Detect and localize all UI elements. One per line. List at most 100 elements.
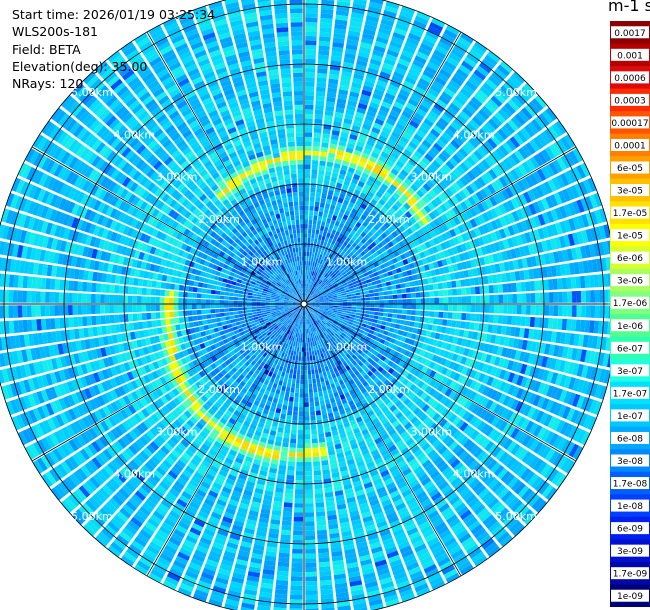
ray-cell (441, 64, 454, 75)
ray-cell (309, 401, 315, 407)
ray-cell (317, 178, 324, 185)
ray-cell (352, 120, 362, 128)
ray-cell (314, 252, 318, 258)
ray-cell (469, 153, 480, 164)
ray-cell (558, 291, 563, 303)
ray-cell (381, 167, 390, 175)
ray-cell (305, 603, 319, 609)
ray-cell (395, 160, 405, 169)
ray-cell (326, 269, 332, 274)
ray-cell (344, 230, 350, 237)
ray-cell (284, 497, 293, 503)
ray-cell (316, 187, 322, 194)
ray-cell (313, 288, 318, 293)
ray-cell (342, 304, 348, 307)
ray-cell (476, 65, 489, 77)
ray-cell (514, 166, 524, 179)
ray-cell (346, 216, 353, 223)
ray-cell (428, 284, 434, 291)
ray-cell (379, 300, 384, 304)
ray-cell (298, 415, 304, 421)
ray-cell (385, 53, 398, 62)
ray-cell (367, 244, 374, 251)
ray-cell (285, 488, 294, 494)
ray-cell (356, 107, 367, 115)
ray-cell (446, 281, 452, 289)
ray-cell (330, 254, 335, 260)
ray-cell (330, 55, 342, 62)
ray-cell (330, 271, 335, 277)
ray-cell (305, 580, 318, 586)
ray-cell (438, 135, 449, 145)
ray-cell (415, 304, 421, 310)
ray-cell (314, 109, 324, 115)
ray-cell (470, 295, 476, 304)
ray-cell (321, 216, 327, 223)
ray-cell (370, 227, 377, 235)
ray-cell (318, 234, 322, 240)
ray-cell (335, 182, 343, 189)
ray-cell (525, 142, 536, 155)
ray-cell (292, 410, 298, 416)
ray-cell (409, 216, 417, 225)
ray-cell (446, 83, 458, 94)
ray-cell (318, 263, 322, 269)
ray-cell (369, 0, 384, 5)
ray-cell (326, 275, 332, 280)
ray-cell (421, 195, 430, 204)
ray-cell (507, 119, 519, 132)
ray-cell (304, 452, 312, 458)
ray-cell (484, 171, 494, 183)
ray-cell (365, 206, 373, 213)
ray-cell (432, 124, 444, 135)
ray-cell (351, 208, 358, 215)
ray-cell (343, 252, 349, 258)
ray-cell (333, 163, 341, 169)
ray-cell (365, 114, 375, 122)
ray-cell (402, 165, 412, 174)
ray-cell (406, 235, 413, 243)
ray-cell (313, 465, 321, 471)
ray-cell (324, 115, 333, 121)
ray-cell (300, 337, 303, 343)
ray-cell (413, 133, 424, 143)
ray-cell (309, 351, 312, 357)
ray-cell (322, 212, 328, 218)
ray-cell (360, 238, 367, 244)
ray-cell (369, 293, 375, 297)
ray-cell (547, 126, 559, 140)
ray-cell (351, 219, 358, 226)
ray-cell (321, 385, 327, 392)
ray-cell (590, 305, 596, 318)
ray-cell (335, 258, 340, 264)
ray-cell (350, 229, 357, 236)
ray-cell (338, 302, 343, 304)
ray-cell (308, 284, 312, 290)
ray-cell (360, 127, 370, 135)
ray-cell (425, 92, 437, 102)
ray-cell (374, 163, 383, 171)
ray-cell (323, 250, 327, 256)
ray-cell (309, 210, 314, 216)
ray-cell (335, 246, 340, 253)
ray-cell (507, 294, 513, 304)
ray-cell (308, 296, 313, 300)
ray-cell (332, 245, 337, 251)
ray-cell (395, 122, 406, 131)
ray-cell (378, 75, 390, 84)
ray-cell (289, 396, 294, 402)
ray-cell (410, 137, 421, 146)
ray-cell (398, 240, 405, 248)
ray-cell (388, 304, 394, 309)
ray-cell (400, 319, 406, 325)
ray-cell (357, 234, 364, 241)
ray-cell (493, 193, 502, 205)
ray-cell (525, 159, 536, 172)
ray-cell (339, 136, 348, 143)
ray-cell (348, 273, 354, 278)
ray-cell (278, 552, 290, 558)
ray-cell (275, 584, 288, 590)
ray-cell (320, 451, 328, 457)
ray-cell (377, 242, 384, 249)
ray-cell (320, 249, 325, 255)
